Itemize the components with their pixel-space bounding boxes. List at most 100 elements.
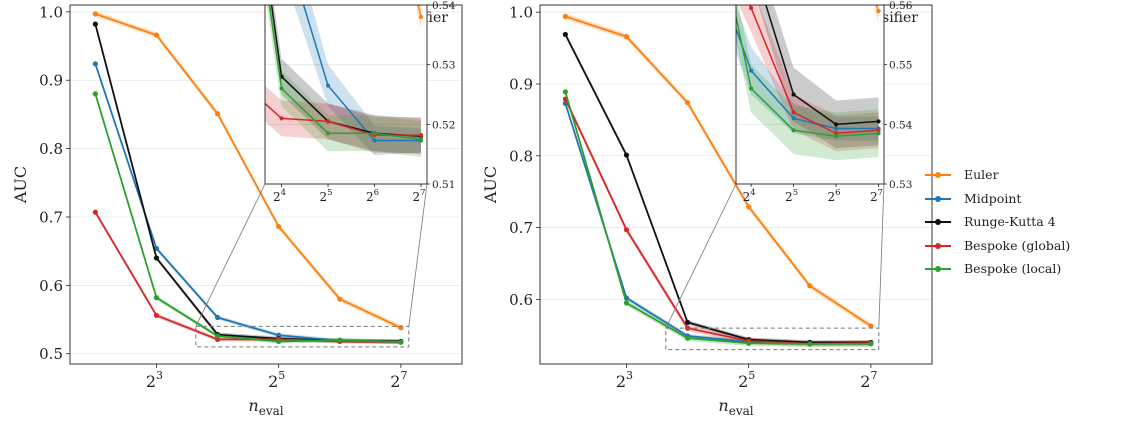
inset-frame: [264, 4, 428, 185]
chart-panel: 0.60.70.80.91.0232527DS2 Low-level class…: [481, 0, 933, 418]
point-bespoke-local: [746, 340, 752, 346]
y-axis-label: AUC: [11, 166, 30, 204]
inset-point-runge-kutta-4: [833, 122, 839, 127]
inset-band-bespoke-global: [265, 85, 421, 153]
inset-x-tick-label: 26: [828, 188, 841, 204]
point-euler: [746, 204, 752, 210]
point-bespoke-local: [868, 341, 874, 347]
y-tick-label: 0.6: [509, 291, 533, 309]
x-tick-label: 25: [268, 369, 285, 391]
point-runge-kutta-4: [684, 319, 691, 325]
inset-point-euler: [418, 14, 424, 20]
x-tick-label: 23: [616, 369, 633, 391]
point-bespoke-local: [92, 91, 98, 97]
inset-point-bespoke-global: [279, 116, 284, 121]
inset-axes: 0.51 0.52 0.53 0.54 24 25 26 27: [264, 0, 456, 204]
inset-point-runge-kutta-4: [791, 92, 796, 97]
legend-swatch-marker: [935, 242, 941, 249]
inset-frame: [735, 4, 885, 185]
inset-point-bespoke-local: [279, 86, 284, 91]
legend-label: Bespoke (global): [964, 237, 1071, 253]
inset-point-midpoint: [325, 83, 331, 88]
y-tick-label: 0.8: [39, 140, 63, 158]
point-midpoint: [92, 61, 98, 67]
legend-label: Euler: [964, 167, 999, 183]
series-line-bespoke-global: [94, 211, 401, 344]
inset-point-euler: [415, 0, 419, 1]
y-tick-label: 0.7: [509, 219, 533, 237]
inset-point-midpoint: [749, 68, 754, 73]
inset-point-euler: [876, 8, 881, 14]
legend-label: Bespoke (local): [964, 261, 1062, 277]
legend-swatch: [925, 192, 951, 204]
inset-point-bespoke-global: [325, 119, 331, 124]
inset-x-tick-label: 25: [320, 188, 333, 204]
inset-band-midpoint: [736, 5, 879, 141]
x-tick-label: 27: [390, 369, 407, 391]
inset-y-tick-label: 0.54: [432, 0, 456, 12]
inset-y-tick-label: 0.53: [889, 179, 912, 191]
inset-point-bespoke-local: [372, 131, 377, 136]
inset-x-tick-label: 25: [785, 188, 798, 204]
inset-y-tick-label: 0.52: [432, 119, 455, 131]
inset-series-group: [265, 0, 424, 158]
y-axis-label: AUC: [481, 166, 500, 204]
legend-label: Runge-Kutta 4: [964, 214, 1056, 230]
series-line-euler: [565, 15, 872, 327]
inset-point-bespoke-global: [749, 5, 754, 11]
y-tick-label: 0.5: [39, 345, 63, 363]
point-euler: [562, 13, 568, 20]
inset-x-tick-label: 24: [273, 188, 286, 204]
y-tick-label: 1.0: [39, 3, 63, 21]
zoom-connector: [195, 183, 266, 327]
point-runge-kutta-4: [623, 152, 630, 158]
point-euler: [623, 33, 630, 40]
legend: Euler Midpoint Runge-Kutta 4 Bespoke (globa…: [925, 163, 1070, 281]
legend-swatch: [925, 263, 951, 275]
point-midpoint: [214, 314, 221, 321]
y-tick-label: 1.0: [509, 4, 533, 22]
series-line-bespoke-local: [94, 93, 401, 344]
zoom-connector: [408, 183, 428, 327]
legend-item-midpoint: Midpoint: [925, 187, 1070, 211]
x-tick-label: 23: [146, 369, 163, 391]
y-tick-label: 0.9: [509, 75, 533, 93]
chart-panel: 0.50.60.70.80.91.0232527DS2 High-level c…: [11, 0, 463, 418]
zoom-box: [665, 327, 880, 351]
inset-point-bespoke-local: [418, 137, 424, 142]
point-euler: [807, 283, 813, 289]
point-euler: [153, 32, 160, 38]
y-tick-label: 0.9: [39, 72, 63, 90]
inset-point-bespoke-local: [749, 86, 754, 91]
legend-swatch: [925, 239, 951, 251]
legend-swatch: [925, 169, 951, 181]
x-tick-label: 25: [738, 369, 755, 391]
y-tick-label: 0.8: [509, 147, 533, 165]
inset-point-bespoke-global: [876, 128, 881, 133]
legend-item-runge-kutta-4: Runge-Kutta 4: [925, 210, 1070, 234]
point-runge-kutta-4: [562, 31, 568, 38]
point-bespoke-local: [276, 338, 282, 345]
inset-point-bespoke-local: [791, 128, 796, 133]
inset-y-tick-label: 0.54: [889, 119, 913, 131]
inset-y-tick-label: 0.55: [889, 60, 912, 72]
inset-band-bespoke-local: [736, 5, 879, 161]
series-line-bespoke-local: [564, 91, 871, 345]
y-tick-label: 0.7: [39, 208, 63, 226]
inset-series-group: [736, 0, 881, 161]
point-bespoke-global: [153, 312, 160, 319]
inset-band-runge-kutta-4: [269, 5, 421, 155]
y-tick-label: 0.6: [39, 277, 63, 295]
series-group: [562, 13, 874, 347]
inset-y-tick-label: 0.56: [889, 0, 913, 12]
inset-point-bespoke-local: [833, 134, 839, 139]
point-euler: [868, 323, 874, 329]
inset-point-bespoke-global: [833, 131, 839, 136]
inset-point-runge-kutta-4: [876, 119, 881, 124]
inset-point-midpoint: [791, 116, 796, 121]
inset-y-tick-label: 0.53: [432, 60, 455, 72]
inset-point-euler: [872, 0, 876, 1]
legend-label: Midpoint: [964, 190, 1022, 206]
